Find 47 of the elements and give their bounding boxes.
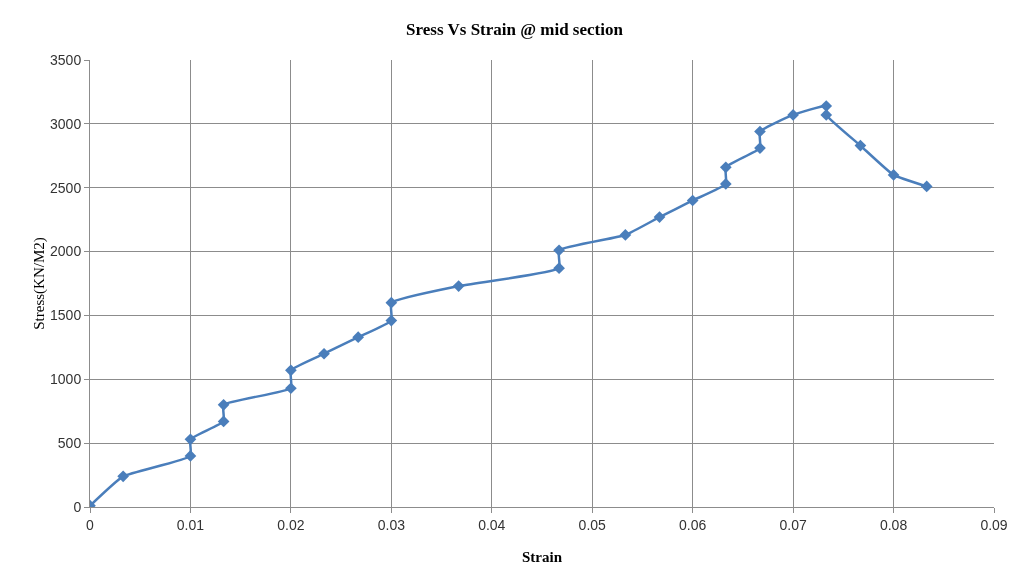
- point: [184, 433, 197, 446]
- point: [754, 142, 766, 154]
- point: [820, 100, 833, 112]
- y-axis-title: Stress(KN/M2): [31, 237, 49, 330]
- x-tick-label: 0.06: [679, 516, 707, 533]
- y-tick-label: 2000: [50, 243, 82, 260]
- y-tick-label: 2500: [50, 179, 82, 196]
- y-tick-label: 1500: [50, 307, 82, 324]
- point: [887, 169, 900, 181]
- x-tick-label: 0.09: [980, 516, 1008, 533]
- x-tick-label: 0.04: [478, 516, 506, 533]
- point: [385, 296, 398, 309]
- point: [452, 280, 465, 292]
- y-tick-label: 0: [73, 498, 82, 515]
- point: [920, 180, 933, 193]
- point: [719, 161, 732, 174]
- y-tick-label: 3000: [50, 115, 82, 132]
- point: [553, 262, 565, 275]
- x-tick-label: 0.01: [176, 516, 205, 533]
- point: [787, 109, 799, 121]
- x-tick-label: 0.05: [578, 516, 607, 533]
- point: [217, 398, 230, 411]
- x-tick-label: 0.02: [277, 516, 305, 533]
- point: [619, 229, 632, 241]
- x-tick-label: 0.08: [879, 516, 908, 533]
- x-tick-label: 0.03: [377, 516, 406, 533]
- point: [653, 211, 666, 223]
- point: [217, 415, 230, 428]
- point: [285, 364, 297, 377]
- x-tick-label: 0.07: [779, 516, 807, 533]
- point: [385, 314, 398, 327]
- point: [719, 178, 732, 190]
- y-tick-label: 1000: [50, 371, 82, 388]
- point: [686, 194, 699, 207]
- point: [184, 450, 197, 462]
- point: [117, 470, 129, 483]
- y-tick-label: 500: [57, 435, 82, 452]
- point: [285, 382, 297, 395]
- point: [854, 139, 867, 152]
- point: [553, 244, 565, 257]
- point: [318, 347, 330, 360]
- point: [820, 109, 833, 121]
- y-tick-label: 3500: [50, 51, 82, 68]
- point: [352, 331, 365, 343]
- x-axis-title: Strain: [521, 549, 563, 565]
- chart-title: Sress Vs Strain @ mid section: [406, 19, 624, 39]
- x-tick-label: 0: [86, 516, 95, 533]
